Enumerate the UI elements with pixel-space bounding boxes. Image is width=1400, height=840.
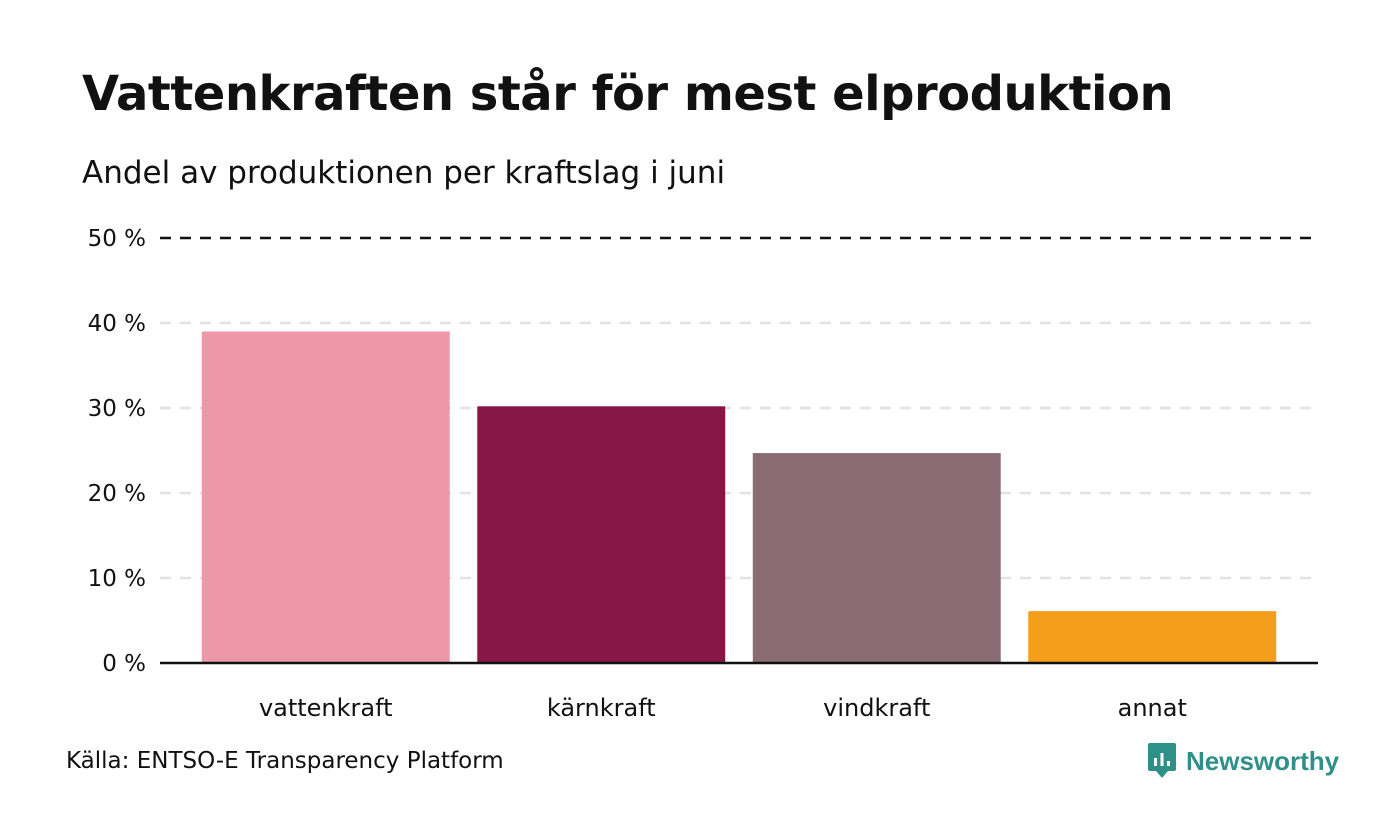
x-axis-labels: vattenkraft kärnkraft vindkraft annat	[259, 694, 1187, 722]
chart-title: Vattenkraften står för mest elproduktion	[82, 66, 1174, 122]
chart-subtitle: Andel av produktionen per kraftslag i ju…	[82, 155, 726, 191]
y-tick-label: 50 %	[88, 226, 146, 252]
y-tick-label: 20 %	[88, 481, 146, 507]
bar-kärnkraft	[477, 406, 726, 663]
bar-vindkraft	[752, 453, 1001, 663]
x-tick-label: vindkraft	[823, 694, 930, 722]
y-tick-label: 30 %	[88, 396, 146, 422]
newsworthy-logo-icon	[1148, 743, 1176, 778]
y-axis-ticks: 0 % 10 % 20 % 30 % 40 % 50 %	[88, 226, 146, 677]
bar-vattenkraft	[201, 331, 450, 663]
y-tick-label: 40 %	[88, 311, 146, 337]
gridlines	[160, 236, 1318, 580]
source-note: Källa: ENTSO-E Transparency Platform	[66, 748, 504, 774]
x-tick-label: kärnkraft	[547, 694, 656, 722]
y-tick-label: 10 %	[88, 566, 146, 592]
bar-annat	[1028, 611, 1277, 663]
y-tick-label: 0 %	[102, 651, 146, 677]
brand-name: Newsworthy	[1186, 745, 1340, 776]
bar-chart: 0 % 10 % 20 % 30 % 40 % 50 % vattenkraft kärnk…	[88, 226, 1318, 722]
brand-logo: Newsworthy	[1148, 743, 1339, 779]
x-tick-label: vattenkraft	[259, 694, 393, 722]
bars	[201, 331, 1277, 663]
x-tick-label: annat	[1118, 694, 1187, 722]
